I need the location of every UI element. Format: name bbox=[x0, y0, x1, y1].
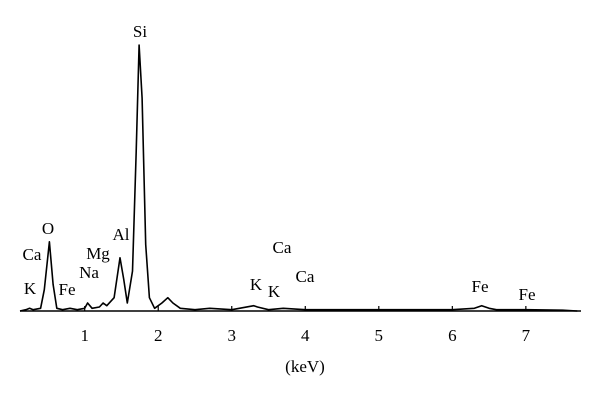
peak-label: Fe bbox=[59, 280, 76, 299]
peak-label: Fe bbox=[519, 285, 536, 304]
spectrum-line bbox=[19, 44, 578, 312]
peak-label: K bbox=[268, 282, 281, 301]
peak-label: Al bbox=[113, 225, 130, 244]
x-tick-label: 6 bbox=[448, 326, 457, 345]
peak-label: Ca bbox=[23, 245, 42, 264]
x-tick-label: 3 bbox=[228, 326, 237, 345]
x-axis-label: (keV) bbox=[285, 357, 325, 376]
peak-label: K bbox=[24, 279, 37, 298]
x-tick-label: 4 bbox=[301, 326, 310, 345]
peak-label: Ca bbox=[273, 238, 292, 257]
peak-label: Fe bbox=[472, 277, 489, 296]
peak-label: Mg bbox=[86, 244, 110, 263]
peak-label: K bbox=[250, 275, 263, 294]
peak-label: Na bbox=[79, 263, 99, 282]
x-tick-label: 5 bbox=[375, 326, 384, 345]
x-tick-label: 2 bbox=[154, 326, 163, 345]
peak-label: Ca bbox=[296, 267, 315, 286]
x-tick-label: 7 bbox=[522, 326, 531, 345]
x-tick-label: 1 bbox=[80, 326, 89, 345]
peak-label: O bbox=[42, 219, 54, 238]
peak-label: Si bbox=[133, 22, 147, 41]
